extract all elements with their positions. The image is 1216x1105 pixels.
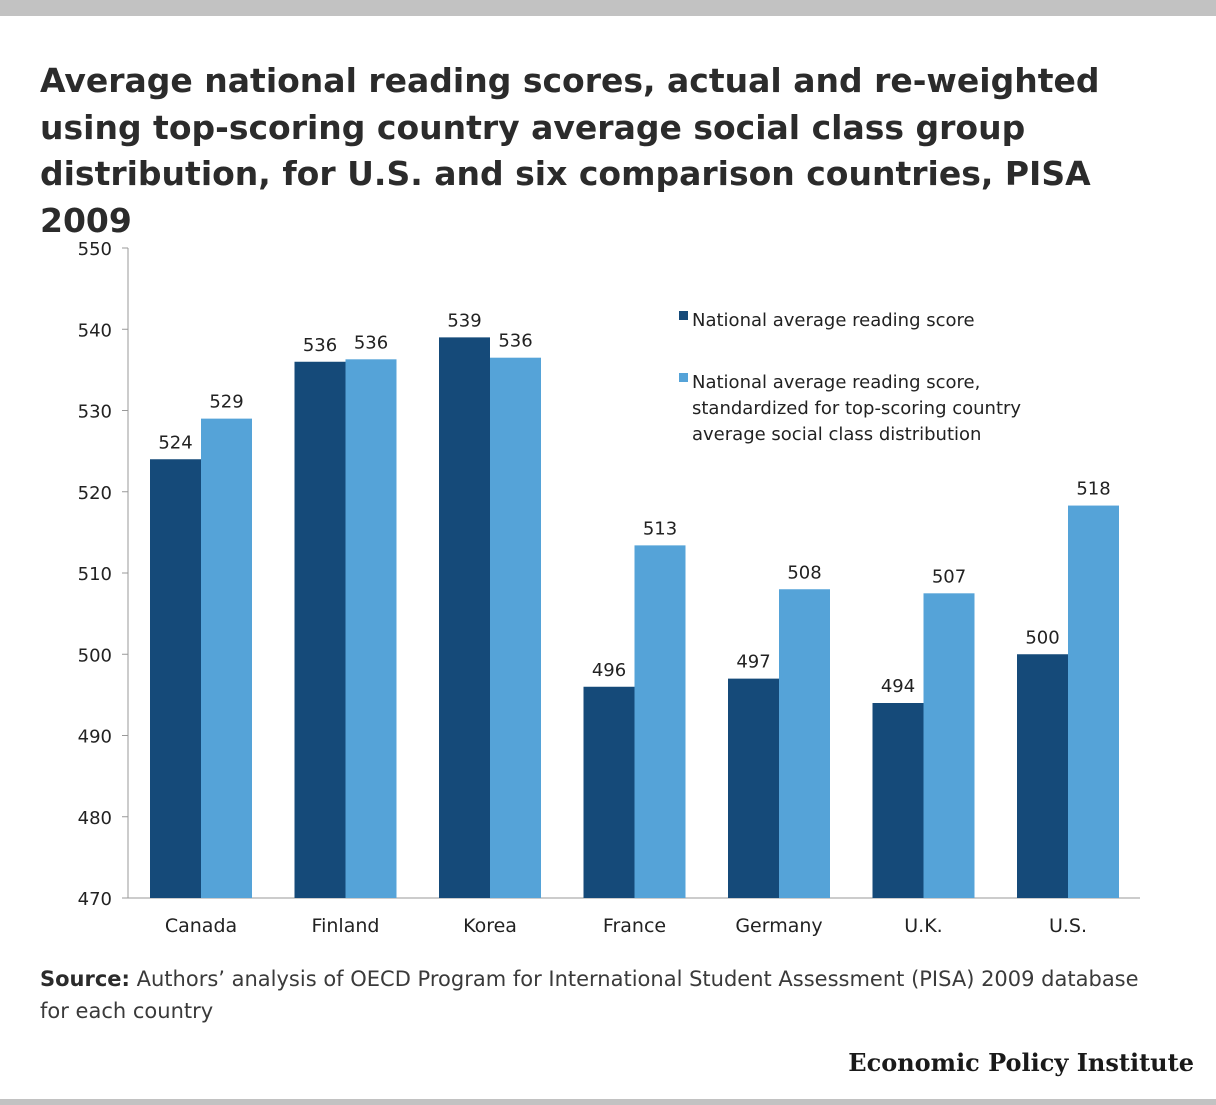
data-label: 494 (881, 676, 915, 697)
bar (583, 686, 635, 898)
y-tick-label: 530 (78, 402, 112, 423)
y-tick-label: 480 (78, 808, 112, 829)
data-label: 508 (787, 562, 821, 583)
brand-logo: Economic Policy Institute (848, 1048, 1194, 1077)
bar (1017, 654, 1068, 898)
bar (923, 593, 975, 898)
source-label: Source: (40, 967, 130, 991)
legend-label-line: National average reading score, (692, 372, 980, 393)
bar (1068, 505, 1119, 898)
x-tick-label: France (603, 915, 666, 937)
legend-label: National average reading score, standardi… (692, 372, 1021, 445)
x-tick-label: Korea (463, 915, 517, 937)
data-label: 507 (932, 566, 966, 587)
legend-label-line: average social class distribution (692, 424, 981, 445)
y-tick-label: 470 (78, 889, 112, 910)
legend-label-line: standardized for top-scoring country (692, 398, 1021, 419)
source-note: Source: Authors’ analysis of OECD Progra… (40, 963, 1160, 1027)
bottom-rule (0, 1099, 1216, 1105)
source-text: Authors’ analysis of OECD Program for In… (40, 967, 1139, 1023)
x-tick-label: U.S. (1049, 915, 1087, 937)
legend-label: National average reading score (692, 310, 975, 331)
bar (150, 459, 201, 898)
data-label: 536 (354, 332, 388, 353)
bar (872, 703, 924, 898)
chart-title: Average national reading scores, actual … (40, 61, 1100, 240)
y-tick-label: 500 (78, 645, 112, 666)
data-label: 536 (303, 335, 337, 356)
data-label: 524 (158, 432, 192, 453)
x-tick-label: Germany (735, 915, 822, 937)
y-tick-label: 540 (78, 320, 112, 341)
data-label: 500 (1025, 627, 1059, 648)
data-label: 536 (498, 331, 532, 352)
legend-swatch (679, 311, 688, 320)
data-label: 518 (1076, 479, 1110, 500)
data-label: 497 (736, 652, 770, 673)
bar (294, 361, 346, 898)
top-rule (0, 0, 1216, 16)
y-tick-label: 520 (78, 483, 112, 504)
data-label: 513 (643, 518, 677, 539)
bar (201, 418, 252, 898)
bar (439, 337, 490, 898)
bar (634, 545, 686, 898)
y-tick-label: 510 (78, 564, 112, 585)
x-tick-label: Canada (165, 915, 237, 937)
data-label: 539 (447, 310, 481, 331)
y-tick-label: 490 (78, 727, 112, 748)
legend-swatch (679, 373, 688, 382)
bar (490, 357, 541, 898)
bar (728, 678, 779, 898)
x-tick-label: U.K. (904, 915, 942, 937)
data-label: 529 (209, 392, 243, 413)
bar (779, 589, 830, 898)
bar (345, 359, 397, 898)
bar-chart: 470 480 490 500 510 520 530 540 550 524 529 Canada 5… (78, 239, 1140, 937)
y-tick-label: 550 (78, 239, 112, 260)
x-tick-label: Finland (312, 915, 380, 937)
data-label: 496 (592, 660, 626, 681)
